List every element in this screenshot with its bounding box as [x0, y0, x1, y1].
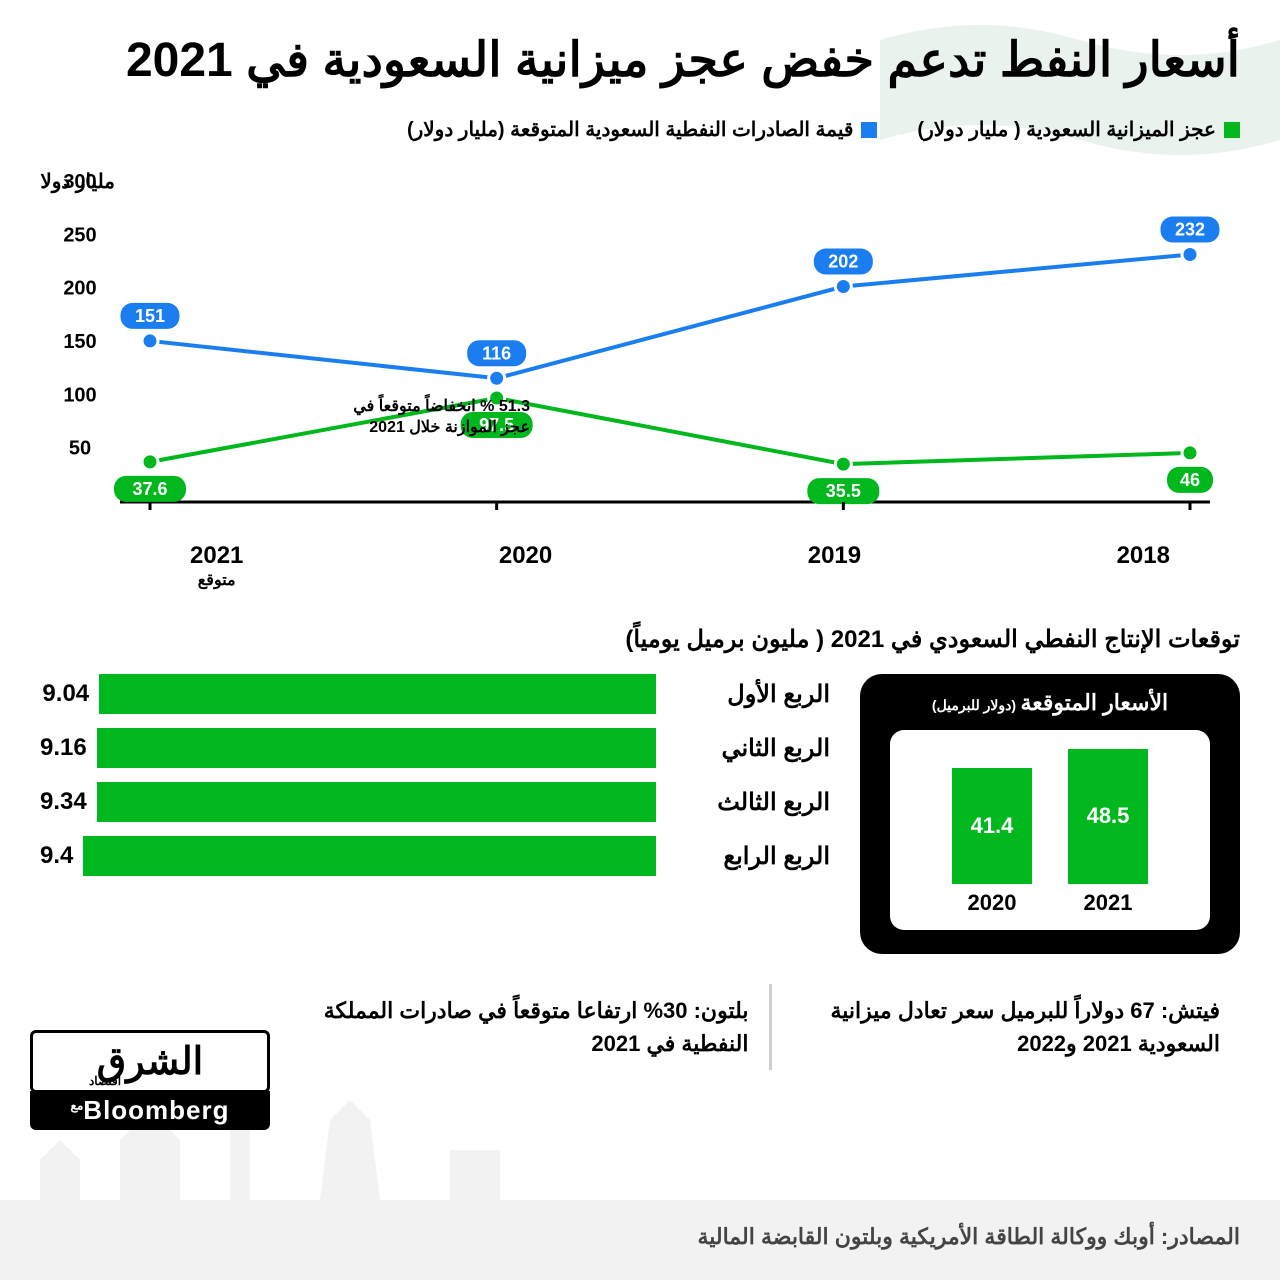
price-bar-group-0: 41.4 2020 — [952, 768, 1032, 916]
price-bar-label-1: 2021 — [1084, 890, 1133, 916]
info-beltone-lead: بلتون: 30% — [643, 998, 748, 1023]
info-fitch: فيتش: 67 دولاراً للبرميل سعر تعادل ميزان… — [772, 984, 1241, 1070]
chart-annotation: 51.3 % انخفاضاً متوقعاً في عجز الموازنة … — [350, 397, 530, 439]
hbar-1 — [97, 728, 656, 768]
svg-text:مليار دولار: مليار دولار — [40, 171, 115, 194]
hbar-row-0: الربع الأول 9.04 — [40, 674, 830, 714]
logo-partner: Bloomberg — [83, 1095, 229, 1125]
price-card-title: الأسعار المتوقعة — [1021, 690, 1169, 715]
logo-bloomberg: Bloombergمع — [30, 1091, 270, 1130]
hbar-row-2: الربع الثالث 9.34 — [40, 782, 830, 822]
price-bar-group-1: 48.5 2021 — [1068, 749, 1148, 917]
price-bar-1: 48.5 — [1068, 749, 1148, 885]
svg-text:250: 250 — [63, 225, 96, 247]
hbar-3 — [83, 836, 656, 876]
hbar-label-1: الربع الثاني — [670, 734, 830, 763]
svg-text:100: 100 — [63, 385, 96, 407]
price-bar-0: 41.4 — [952, 768, 1032, 884]
x-axis-labels: 2021متوقع 2020 2019 2018 — [40, 542, 1240, 590]
svg-text:46: 46 — [1180, 470, 1200, 490]
x-label-2020: 2020 — [499, 542, 552, 590]
legend-item-exports: قيمة الصادرات النفطية السعودية المتوقعة … — [407, 117, 877, 142]
annotation-line-1: 51.3 % انخفاضاً متوقعاً في — [353, 398, 530, 415]
hbar-0 — [99, 674, 656, 714]
page-title: أسعار النفط تدعم خفض عجز ميزانية السعودي… — [40, 30, 1240, 92]
sources-text: المصادر: أوبك ووكالة الطاقة الأمريكية وب… — [697, 1224, 1240, 1250]
hbar-value-0: 9.04 — [42, 680, 89, 708]
info-beltone: بلتون: 30% ارتفاعا متوقعاً في صادرات الم… — [300, 984, 769, 1070]
logo-area: الشرق اقتصاد Bloombergمع — [30, 1030, 270, 1130]
hbar-value-3: 9.4 — [40, 842, 73, 870]
svg-text:35.5: 35.5 — [826, 482, 861, 502]
hbar-label-2: الربع الثالث — [670, 788, 830, 817]
svg-text:151: 151 — [135, 306, 165, 326]
info-divider — [769, 984, 772, 1070]
price-bars: 41.4 2020 48.5 2021 — [890, 730, 1210, 930]
svg-text:116: 116 — [482, 344, 511, 364]
logo-asharq: الشرق اقتصاد — [30, 1030, 270, 1093]
svg-text:50: 50 — [69, 438, 91, 460]
svg-text:232: 232 — [1175, 220, 1205, 240]
legend-label-exports: قيمة الصادرات النفطية السعودية المتوقعة … — [407, 117, 853, 142]
legend-item-deficit: عجز الميزانية السعودية ( مليار دولار) — [917, 117, 1240, 142]
production-title: توقعات الإنتاج النفطي السعودي في 2021 ( … — [40, 625, 1240, 654]
legend-marker-green — [1224, 122, 1240, 138]
info-fitch-lead: فيتش: 67 — [1130, 998, 1220, 1023]
price-card: الأسعار المتوقعة (دولار للبرميل) 41.4 20… — [860, 674, 1240, 954]
logo-partner-prefix: مع — [70, 1098, 83, 1112]
svg-text:202: 202 — [828, 252, 858, 272]
price-card-subtitle: (دولار للبرميل) — [932, 697, 1016, 713]
legend-label-deficit: عجز الميزانية السعودية ( مليار دولار) — [917, 117, 1216, 142]
x-label-2018: 2018 — [1117, 542, 1170, 590]
line-chart: 30025020015010050مليار دولار232202116151… — [40, 162, 1240, 532]
svg-text:150: 150 — [63, 331, 96, 353]
svg-text:37.6: 37.6 — [132, 479, 167, 499]
chart-legend: عجز الميزانية السعودية ( مليار دولار) قي… — [40, 117, 1240, 142]
line-chart-svg: 30025020015010050مليار دولار232202116151… — [40, 162, 1240, 532]
hbar-value-2: 9.34 — [40, 788, 87, 816]
hbar-row-3: الربع الرابع 9.4 — [40, 836, 830, 876]
hbar-row-1: الربع الثاني 9.16 — [40, 728, 830, 768]
svg-text:200: 200 — [63, 278, 96, 300]
legend-marker-blue — [861, 122, 877, 138]
x-label-2021: 2021متوقع — [190, 542, 243, 590]
x-label-2019: 2019 — [808, 542, 861, 590]
production-bars: الربع الأول 9.04 الربع الثاني 9.16 الربع… — [40, 674, 830, 890]
price-bar-label-0: 2020 — [968, 890, 1017, 916]
hbar-label-0: الربع الأول — [670, 680, 830, 709]
annotation-line-2: عجز الموازنة خلال 2021 — [369, 419, 530, 436]
hbar-value-1: 9.16 — [40, 734, 87, 762]
hbar-label-3: الربع الرابع — [670, 842, 830, 871]
hbar-2 — [97, 782, 656, 822]
